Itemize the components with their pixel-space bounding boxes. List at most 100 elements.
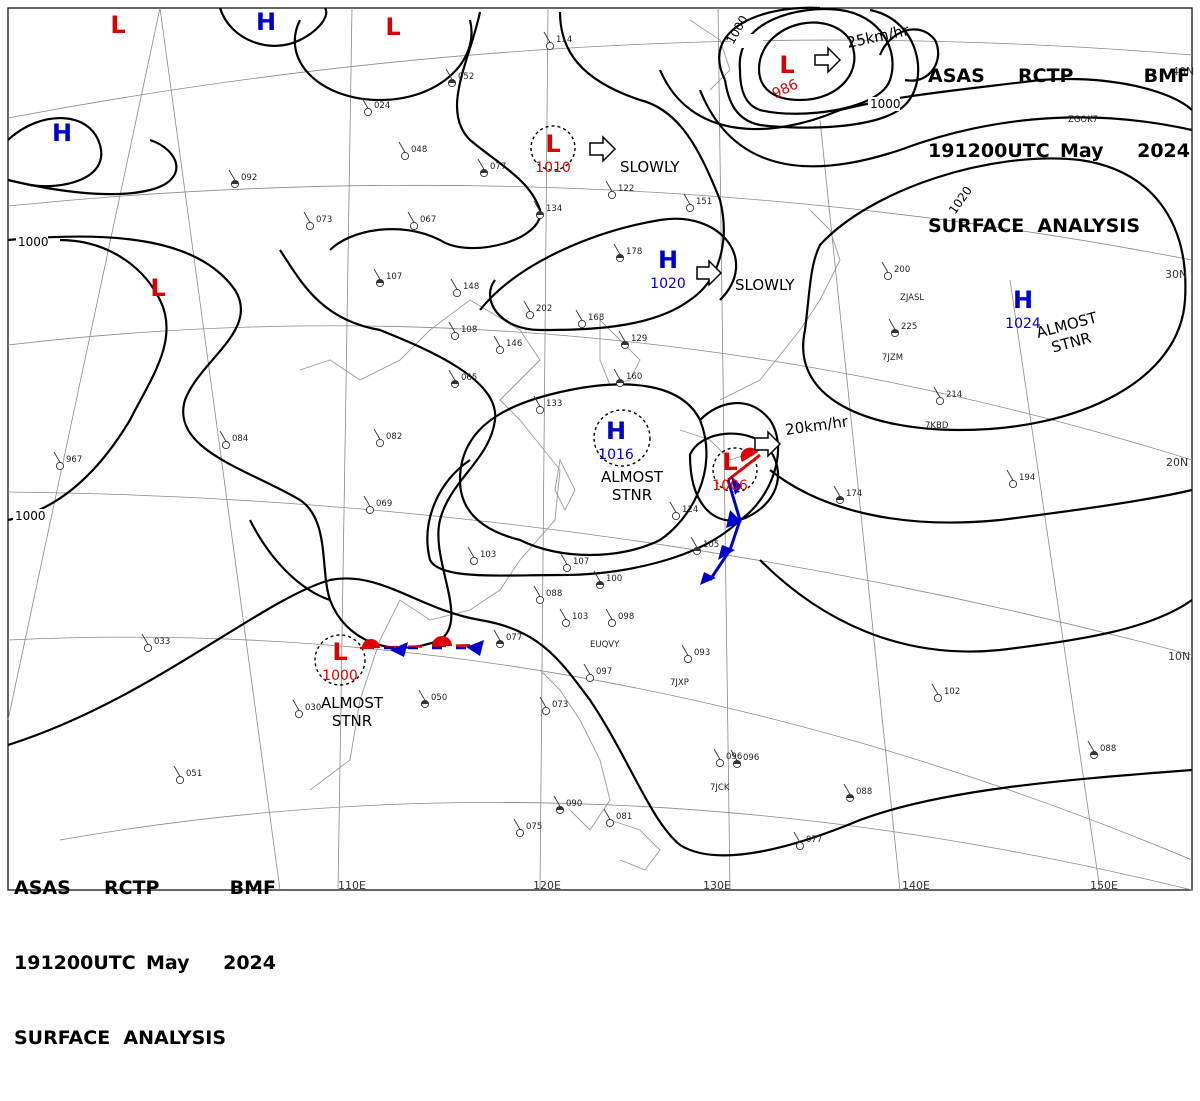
latitude-grid (7, 39, 1193, 891)
longitude-label: 120E (533, 879, 561, 892)
station-pressure: 088 (856, 787, 872, 797)
station-plot: 107 (373, 268, 402, 288)
station-plot: 114 (543, 31, 572, 51)
header-top: ASAS RCTP BMF 191200UTC May 2024 SURFACE ANA… (928, 14, 1190, 289)
station-plot: 160 (613, 368, 642, 388)
stationary-front-sw (359, 636, 484, 657)
low-pressure-symbol: L (150, 274, 165, 302)
station-pressure: 098 (618, 612, 634, 622)
ship-callsign: EUQVY (590, 640, 620, 650)
stationary-label: ALMOSTSTNR (1034, 308, 1104, 359)
station-pressure: 200 (894, 265, 910, 275)
station-plot: 146 (493, 335, 522, 355)
isobar (688, 432, 780, 522)
station-plot: 103 (559, 608, 588, 628)
station-plot: 051 (173, 765, 202, 785)
station-pressure: 103 (480, 550, 496, 560)
station-pressure: 214 (946, 390, 962, 400)
station-pressure: 067 (420, 215, 436, 225)
station-plot: 103 (467, 546, 496, 566)
header-top-year: 2024 (1137, 140, 1190, 162)
station-pressure: 097 (596, 667, 612, 677)
high-pressure-symbol: H (1013, 286, 1033, 314)
station-pressure: 108 (461, 325, 477, 335)
station-plot: 048 (398, 141, 427, 161)
station-pressure: 133 (546, 399, 562, 409)
header-bottom-center: RCTP (104, 877, 160, 899)
isobar (7, 577, 1193, 857)
header-top-code: BMF (1143, 65, 1190, 87)
center-circles (314, 125, 758, 686)
isobar-label: 1000 (15, 509, 46, 523)
motion-label: SLOWLY (735, 276, 795, 294)
station-pressure: 030 (305, 703, 321, 713)
pressure-value: 1020 (650, 276, 686, 292)
station-plot: 073 (303, 211, 332, 231)
station-plot: 107 (560, 553, 589, 573)
isobar (658, 69, 1193, 131)
station-pressure: 051 (186, 769, 202, 779)
station-plot: 148 (450, 278, 479, 298)
station-pressure: 024 (374, 101, 390, 111)
station-pressure: 084 (232, 434, 248, 444)
header-bottom: ASAS RCTP BMF 191200UTC May 2024 SURFACE ANA… (14, 826, 276, 1101)
longitude-grid (7, 7, 1101, 891)
longitude-label: 130E (703, 879, 731, 892)
station-plot: 082 (373, 428, 402, 448)
pressure-value: 1010 (535, 160, 571, 176)
high-pressure-symbol: H (606, 417, 626, 445)
station-plot: 178 (613, 243, 642, 263)
station-plot: 214 (933, 386, 962, 406)
station-pressure: 065 (461, 373, 477, 383)
station-pressure: 048 (411, 145, 427, 155)
isobar (458, 383, 708, 557)
station-plot: 133 (533, 395, 562, 415)
latitude-label: 30N (1165, 268, 1187, 281)
station-plot: 077 (793, 831, 822, 851)
station-pressure: 082 (386, 432, 402, 442)
station-plot: 077 (493, 629, 522, 649)
station-plot: 050 (418, 689, 447, 709)
station-plot: 033 (141, 633, 170, 653)
station-plot: 092 (228, 169, 257, 189)
map-border (7, 7, 1193, 891)
station-plot: 134 (533, 200, 562, 220)
header-bottom-month: May (146, 952, 190, 974)
low-pressure-symbol: L (545, 130, 560, 158)
station-plot: 151 (683, 193, 712, 213)
station-pressure: 090 (566, 799, 582, 809)
station-plot: 088 (533, 585, 562, 605)
ship-callsign: 7JXP (670, 678, 689, 688)
station-pressure: 168 (588, 313, 604, 323)
station-plot: 030 (292, 699, 321, 719)
station-pressure: 146 (506, 339, 522, 349)
station-pressure: 102 (944, 687, 960, 697)
isobar (698, 89, 1193, 168)
station-plot: 098 (605, 608, 634, 628)
station-pressure: 225 (901, 322, 917, 332)
header-bottom-title: SURFACE ANALYSIS (14, 1027, 227, 1049)
station-pressure: 096 (743, 753, 759, 763)
station-plot: 168 (575, 309, 604, 329)
station-plot: 124 (669, 501, 698, 521)
isobar (7, 117, 103, 188)
station-pressure: 114 (556, 35, 572, 45)
station-plot: 075 (513, 818, 542, 838)
pressure-value: 1000 (322, 668, 358, 684)
station-plot: 093 (681, 644, 710, 664)
isobar (757, 21, 856, 102)
station-plot: 052 (445, 68, 474, 88)
station-plots: 052 024 048 077 067 073 107 148 108 065 084 082 092 0… (53, 31, 1116, 851)
station-pressure: 194 (1019, 473, 1035, 483)
station-pressure: 096 (726, 752, 742, 762)
motion-label: 25km/hr (845, 21, 911, 52)
station-pressure: 100 (606, 574, 622, 584)
longitude-label: 140E (902, 879, 930, 892)
station-pressure: 092 (241, 173, 257, 183)
station-pressure: 160 (626, 372, 642, 382)
station-pressure: 174 (846, 489, 862, 499)
header-top-title: SURFACE ANALYSIS (928, 215, 1141, 237)
